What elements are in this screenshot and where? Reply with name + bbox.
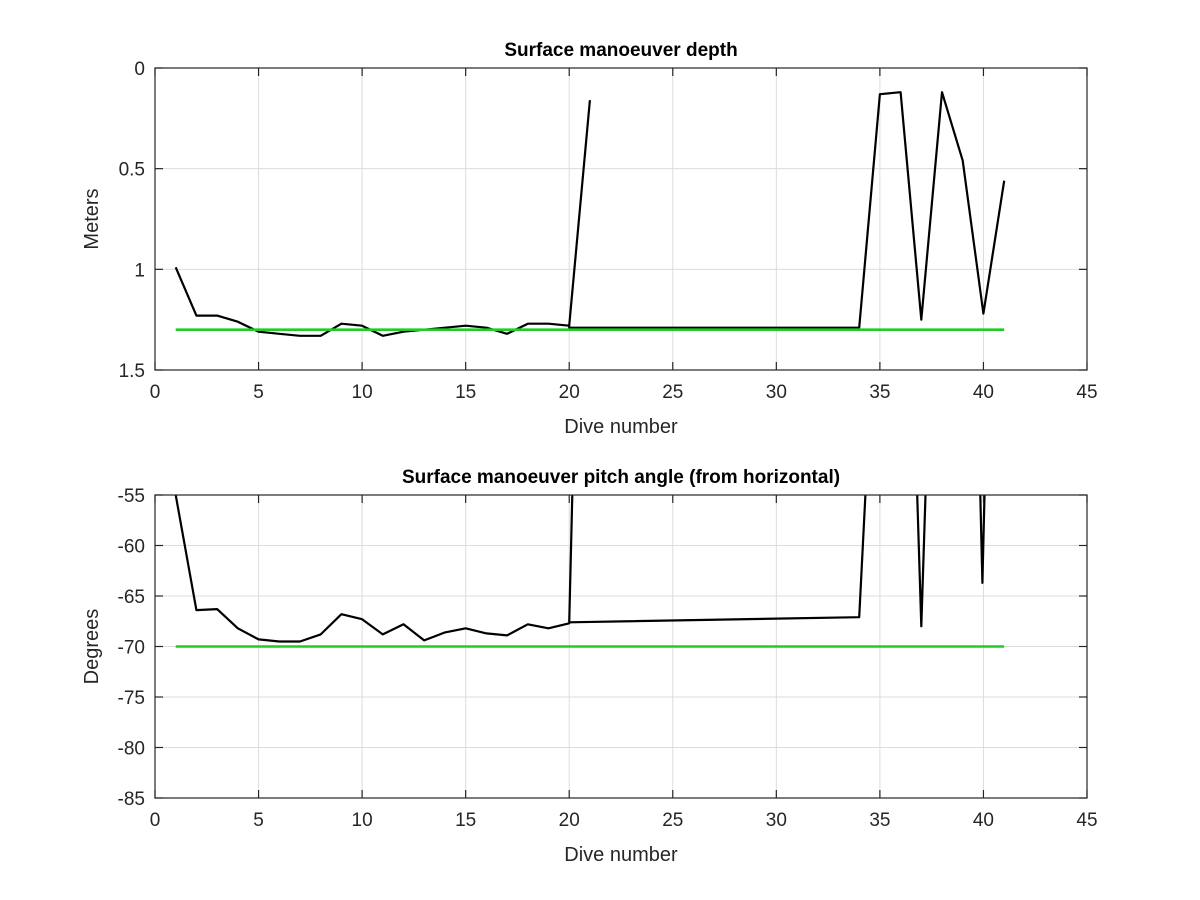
pitch-chart-y-tick-label: -55 bbox=[118, 486, 145, 507]
pitch-chart-y-tick-label: -85 bbox=[118, 789, 145, 810]
pitch-chart-y-tick-label: -65 bbox=[118, 587, 145, 608]
pitch-chart-x-tick-label: 40 bbox=[973, 810, 994, 831]
depth-chart-title: Surface manoeuver depth bbox=[504, 40, 737, 61]
pitch-chart-x-tick-label: 15 bbox=[455, 810, 476, 831]
depth-chart-y-axis-label: Meters bbox=[81, 188, 103, 249]
depth-chart-y-tick-label: 1.5 bbox=[119, 361, 145, 382]
depth-chart: 0 5 10 15 20 25 30 35 40 45 0 0.5 1 1.5 Surface manoe… bbox=[81, 40, 1098, 438]
pitch-chart-series-line-2 bbox=[916, 494, 927, 628]
depth-chart-series-line-1 bbox=[568, 100, 591, 326]
pitch-chart-x-tick-label: 20 bbox=[559, 810, 580, 831]
depth-chart-series-line-0 bbox=[174, 91, 1006, 337]
pitch-chart-series-line-0 bbox=[174, 494, 574, 643]
depth-chart-y-tick-label: 0.5 bbox=[119, 160, 145, 181]
depth-chart-x-tick-label: 10 bbox=[352, 382, 373, 403]
depth-chart-x-tick-label: 35 bbox=[869, 382, 890, 403]
pitch-chart-x-tick-label: 45 bbox=[1076, 810, 1097, 831]
pitch-chart-y-tick-label: -80 bbox=[118, 739, 145, 760]
pitch-chart-y-tick-label: -75 bbox=[118, 688, 145, 709]
depth-chart-y-tick-label: 1 bbox=[134, 260, 145, 281]
depth-chart-x-tick-label: 15 bbox=[455, 382, 476, 403]
pitch-chart-x-tick-label: 30 bbox=[766, 810, 787, 831]
depth-chart-axes-box bbox=[154, 67, 1088, 371]
depth-chart-x-tick-label: 5 bbox=[253, 382, 264, 403]
pitch-chart-x-tick-label: 35 bbox=[869, 810, 890, 831]
depth-chart-x-tick-label: 30 bbox=[766, 382, 787, 403]
pitch-chart-x-tick-label: 25 bbox=[662, 810, 683, 831]
pitch-chart-x-tick-label: 5 bbox=[253, 810, 264, 831]
pitch-chart-series-line-3 bbox=[979, 494, 986, 585]
depth-chart-x-axis-label: Dive number bbox=[564, 416, 678, 438]
depth-chart-ticks: 0 5 10 15 20 25 30 35 40 45 0 0.5 1 1.5 bbox=[119, 59, 1098, 403]
pitch-chart-x-tick-label: 10 bbox=[352, 810, 373, 831]
depth-chart-x-tick-label: 45 bbox=[1076, 382, 1097, 403]
pitch-chart-series-line-1 bbox=[569, 494, 867, 624]
pitch-chart-y-tick-label: -60 bbox=[118, 537, 145, 558]
depth-chart-series bbox=[174, 91, 1006, 337]
pitch-chart-y-tick-label: -70 bbox=[118, 638, 145, 659]
pitch-chart-ticks: 0 5 10 15 20 25 30 35 40 45 -55 -60 -65 -70 -75 -80 -85 bbox=[118, 486, 1098, 831]
pitch-chart-series bbox=[174, 494, 1005, 648]
pitch-chart: 0 5 10 15 20 25 30 35 40 45-55-60-65-70-75-80-85 … bbox=[81, 467, 1098, 866]
pitch-chart-y-axis-label: Degrees bbox=[81, 609, 103, 685]
pitch-chart-title: Surface manoeuver pitch angle (from hori… bbox=[402, 467, 840, 488]
depth-chart-y-tick-label: 0 bbox=[134, 59, 145, 80]
depth-chart-x-tick-label: 40 bbox=[973, 382, 994, 403]
depth-chart-x-tick-label: 20 bbox=[559, 382, 580, 403]
pitch-chart-x-tick-label: 0 bbox=[150, 810, 161, 831]
depth-chart-x-tick-label: 25 bbox=[662, 382, 683, 403]
depth-chart-x-tick-label: 0 bbox=[150, 382, 161, 403]
pitch-chart-x-axis-label: Dive number bbox=[564, 844, 678, 866]
